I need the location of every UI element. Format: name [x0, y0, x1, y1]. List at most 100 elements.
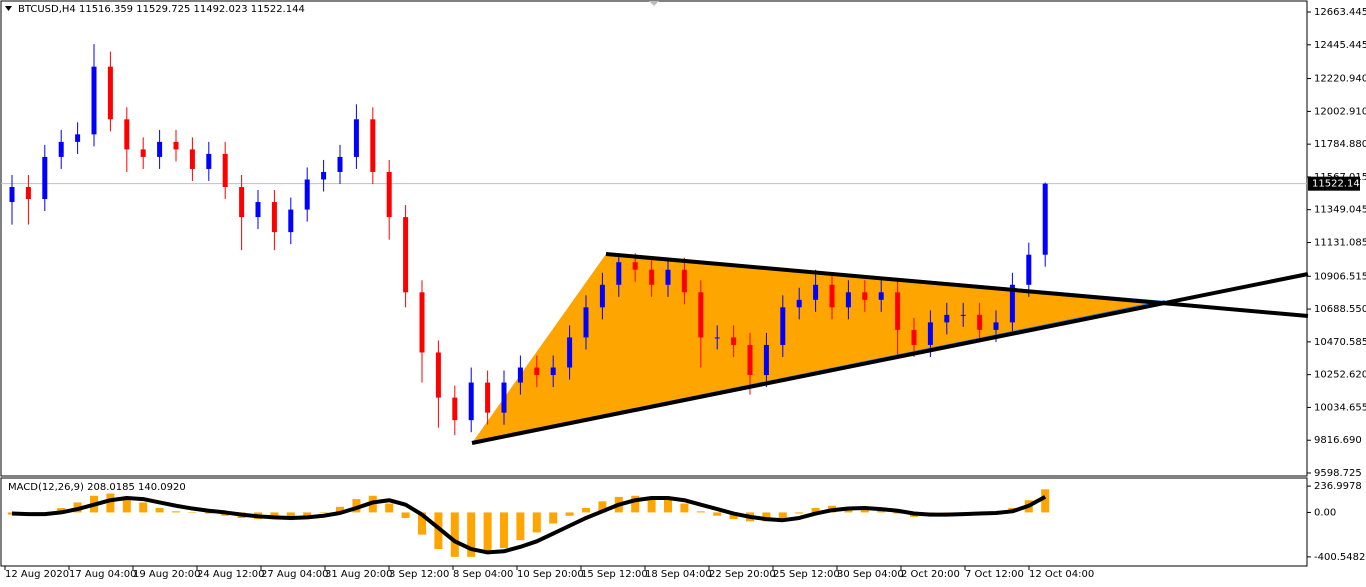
y-tick-label: 10470.585 — [1314, 337, 1366, 348]
macd-bar — [729, 512, 738, 520]
candle-body — [288, 209, 294, 233]
candle-body — [435, 352, 441, 398]
x-tick-label: 31 Aug 20:00 — [325, 569, 392, 580]
macd-frame — [0, 477, 1308, 567]
macd-bar — [418, 512, 426, 535]
y-tick-label: 12663.445 — [1314, 7, 1366, 18]
y-tick-label: 10906.515 — [1314, 271, 1366, 282]
x-tick-label: 30 Sep 04:00 — [837, 569, 904, 580]
y-tick-label: 12220.940 — [1314, 74, 1366, 85]
macd-bar — [500, 512, 508, 548]
macd-bar — [204, 512, 213, 514]
candle-body — [75, 134, 81, 142]
x-tick-label: 2 Oct 20:00 — [901, 569, 960, 580]
candle-body — [895, 292, 901, 330]
x-tick-label: 12 Oct 04:00 — [1029, 569, 1094, 580]
candle-body — [501, 382, 507, 413]
macd-bar — [877, 510, 886, 513]
macd-bar — [811, 507, 820, 513]
candle-body — [649, 269, 655, 285]
x-tick-label: 12 Aug 2020 — [5, 569, 69, 580]
candle-body — [944, 314, 950, 323]
candle-body — [862, 292, 868, 300]
candle-body — [845, 292, 851, 308]
scroll-marker — [649, 1, 659, 6]
candle-body — [107, 66, 113, 120]
symbol-header: BTCUSD,H4 11516.359 11529.725 11492.023 … — [18, 4, 305, 15]
candle-body — [960, 314, 966, 316]
candle-body — [517, 367, 523, 383]
candle-body — [140, 149, 146, 157]
candle-body — [157, 141, 163, 157]
macd-bar — [57, 507, 66, 513]
candle-body — [9, 187, 15, 203]
x-tick-label: 8 Sep 04:00 — [453, 569, 513, 580]
candle-body — [1009, 284, 1015, 323]
candle-body — [780, 307, 786, 345]
candle-body — [189, 149, 195, 169]
candle-body — [599, 284, 605, 308]
macd-bar — [664, 499, 672, 513]
macd-bar — [680, 503, 689, 513]
macd-bar — [713, 512, 722, 516]
macd-header: MACD(12,26,9) 208.0185 140.0920 — [8, 482, 186, 493]
macd-bar — [631, 495, 640, 513]
macd-bar — [467, 512, 476, 557]
macd-bar — [516, 512, 525, 541]
signal-line — [11, 495, 1047, 555]
macd-bar — [139, 502, 148, 513]
y-tick-label: 11131.085 — [1314, 237, 1366, 248]
x-tick-label: 24 Aug 12:00 — [197, 569, 264, 580]
candle-body — [321, 171, 327, 180]
candle-body — [239, 187, 245, 218]
candle-body — [977, 314, 983, 330]
macd-bar — [582, 507, 590, 513]
candle-body — [206, 153, 212, 169]
y-tick-label: 9816.690 — [1314, 435, 1362, 446]
candle-body — [927, 322, 933, 345]
macd-bar — [860, 507, 869, 513]
x-tick-label: 17 Aug 04:00 — [69, 569, 136, 580]
x-tick-label: 22 Sep 20:00 — [709, 569, 776, 580]
candle-body — [550, 367, 556, 376]
y-tick-label: 12002.910 — [1314, 106, 1366, 117]
candle-body — [222, 153, 228, 188]
macd-bar — [106, 493, 115, 513]
candle-body — [731, 337, 737, 345]
y-tick-label: 9598.725 — [1314, 468, 1362, 479]
candle-body — [1026, 254, 1032, 285]
candle-body — [124, 119, 130, 150]
candle-body — [485, 382, 491, 413]
macd-bar — [893, 512, 902, 514]
candle-body — [403, 217, 409, 293]
candle-body — [173, 141, 179, 150]
candle-body — [386, 171, 392, 218]
macd-bar — [434, 512, 443, 550]
y-tick-label: 236.9978 — [1314, 481, 1362, 492]
candle-body — [583, 307, 589, 338]
macd-bar — [352, 499, 361, 513]
candle-body — [1042, 183, 1048, 255]
candle-body — [878, 292, 884, 300]
candle-body — [796, 299, 802, 308]
macd-bar — [1041, 489, 1050, 513]
macd-bar — [385, 503, 394, 513]
macd-bar — [532, 512, 541, 533]
candle-body — [616, 262, 622, 285]
macd-bar — [598, 501, 607, 513]
x-tick-label: 3 Sep 12:00 — [389, 569, 449, 580]
macd-bar — [336, 506, 344, 513]
macd-bar — [483, 512, 492, 554]
y-tick-label: -400.5482 — [1314, 552, 1365, 563]
candle-body — [304, 179, 310, 210]
macd-bar — [122, 496, 131, 513]
y-tick-label: 10034.655 — [1314, 402, 1366, 413]
candle-body — [452, 397, 458, 421]
candle-body — [763, 344, 769, 376]
macd-bar — [549, 512, 558, 524]
candle-body — [698, 292, 704, 338]
candle-body — [42, 156, 48, 200]
candle-body — [534, 367, 540, 376]
current-price-box — [1308, 176, 1360, 191]
